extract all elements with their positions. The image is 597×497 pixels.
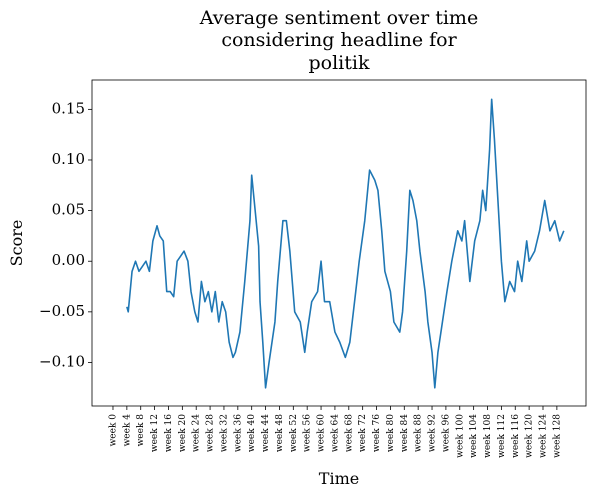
y-tick-label: 0.10: [52, 150, 85, 168]
x-tick-label: week 64: [330, 414, 340, 452]
x-tick-label: week 60: [317, 414, 327, 452]
x-tick-label: week 36: [233, 414, 243, 452]
chart-title: politik: [309, 52, 370, 74]
chart-title: considering headline for: [221, 29, 457, 51]
chart-title: Average sentiment over time: [199, 7, 478, 29]
x-tick-label: week 108: [483, 414, 493, 458]
x-tick-label: week 20: [178, 414, 188, 452]
x-tick-label: week 104: [469, 414, 479, 458]
x-tick-label: week 12: [150, 414, 160, 452]
y-tick-label: −0.05: [39, 302, 85, 320]
x-tick-label: week 8: [136, 414, 146, 447]
x-tick-label: week 68: [344, 414, 354, 452]
x-tick-label: week 28: [206, 414, 216, 452]
x-tick-label: week 24: [192, 414, 202, 452]
y-tick-label: 0.00: [52, 251, 85, 269]
x-tick-label: week 88: [414, 414, 424, 452]
plot-frame: [91, 79, 587, 407]
x-tick-label: week 116: [511, 414, 521, 458]
y-tick-label: 0.15: [52, 99, 85, 117]
x-tick-label: week 0: [108, 414, 118, 447]
x-tick-label: week 124: [538, 414, 548, 458]
x-tick-label: week 84: [400, 414, 410, 452]
y-axis-label: Score: [7, 220, 26, 267]
x-axis-label: Time: [319, 469, 359, 488]
x-tick-label: week 16: [164, 414, 174, 452]
x-tick-label: week 56: [303, 414, 313, 452]
x-tick-label: week 4: [122, 414, 132, 447]
x-tick-label: week 44: [261, 414, 271, 452]
x-tick-label: week 112: [497, 414, 507, 458]
x-tick-label: week 72: [358, 414, 368, 452]
x-tick-label: week 80: [386, 414, 396, 452]
y-tick-label: 0.05: [52, 201, 85, 219]
x-tick-label: week 120: [525, 414, 535, 458]
x-tick-label: week 52: [289, 414, 299, 452]
x-tick-label: week 92: [428, 414, 438, 452]
x-tick-label: week 48: [275, 414, 285, 452]
x-tick-label: week 32: [219, 414, 229, 452]
x-tick-label: week 100: [455, 414, 465, 458]
x-tick-label: week 40: [247, 414, 257, 452]
x-tick-label: week 76: [372, 414, 382, 452]
x-tick-label: week 96: [441, 414, 451, 452]
y-tick-label: −0.10: [39, 352, 85, 370]
line-series: [126, 98, 565, 389]
x-tick-label: week 128: [552, 414, 562, 458]
